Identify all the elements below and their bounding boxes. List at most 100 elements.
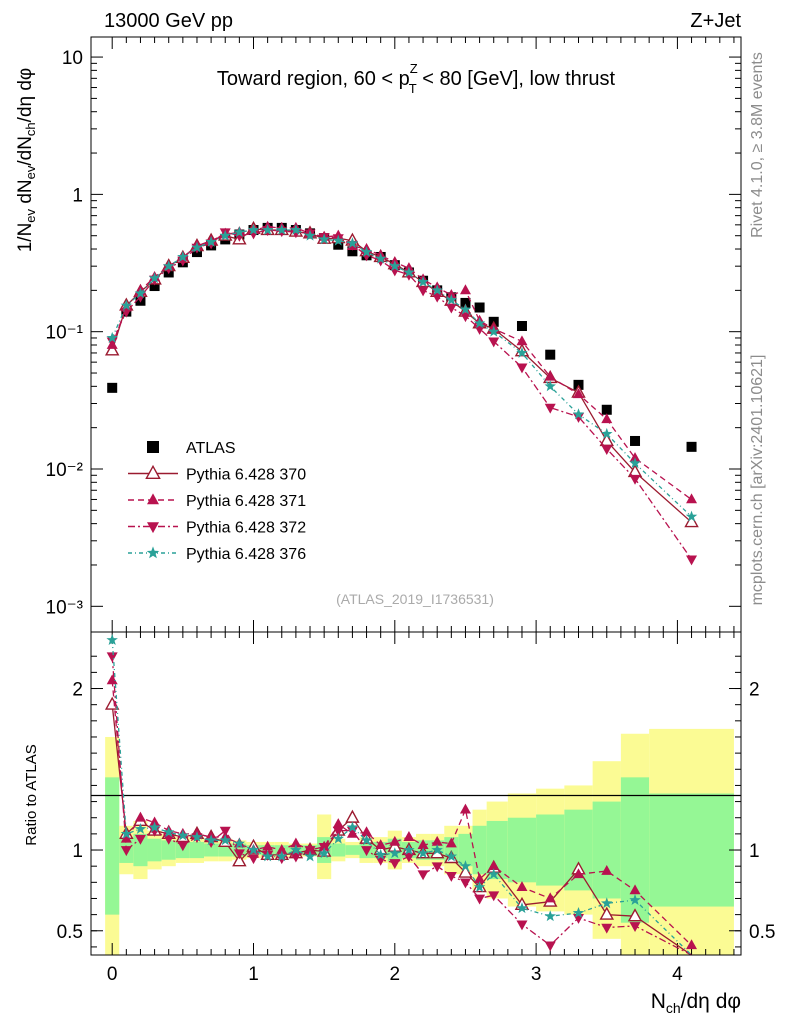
main-y-tick-label: 10⁻² xyxy=(46,460,84,481)
ratio-point xyxy=(177,841,189,852)
ratio-line xyxy=(111,704,692,956)
main-y-tick-label: 1 xyxy=(72,185,83,206)
main-plot-ticks: 10 1 10⁻¹ 10⁻² 10⁻³ xyxy=(46,37,741,632)
ratio-plot-ticks: 2 2 1 1 0.5 0.5 0 1 2 3 4 xyxy=(57,632,775,985)
ratio-point xyxy=(488,868,500,880)
data-point xyxy=(572,408,585,420)
ratio-point xyxy=(417,870,429,881)
main-y-axis-label: 1/Nev dNev/dNch/dη dφ xyxy=(15,68,38,253)
ratio-point xyxy=(233,837,246,849)
ratio-point xyxy=(248,854,259,865)
ratio-y-tick-label-right: 0.5 xyxy=(749,922,775,943)
ratio-point xyxy=(290,852,302,863)
data-point xyxy=(629,474,641,485)
mcplots-citation-label: mcplots.cern.ch [arXiv:2401.10621] xyxy=(749,355,766,606)
data-point xyxy=(601,445,613,455)
data-point xyxy=(417,286,429,297)
ratio-band-green xyxy=(536,814,565,886)
ratio-point xyxy=(459,803,471,814)
data-point xyxy=(403,266,415,278)
ratio-point xyxy=(389,847,401,859)
data-point xyxy=(545,349,556,360)
data-point xyxy=(544,380,556,392)
data-point xyxy=(445,294,458,305)
data-point xyxy=(686,555,698,566)
data-point xyxy=(134,287,147,299)
data-point xyxy=(104,342,120,356)
ratio-point xyxy=(686,939,698,950)
data-point xyxy=(106,331,118,343)
data-point xyxy=(346,237,359,249)
ratio-line xyxy=(111,640,692,956)
data-point xyxy=(601,427,613,439)
data-point xyxy=(573,412,584,423)
ratio-point xyxy=(516,902,528,914)
series-pythia-6-428-376 xyxy=(106,224,698,522)
data-point xyxy=(544,370,556,381)
data-point xyxy=(629,457,641,469)
x-tick-label: 3 xyxy=(531,964,542,985)
ratio-band-green xyxy=(189,841,205,859)
ratio-point xyxy=(445,850,458,862)
data-point xyxy=(333,239,344,250)
ratio-band-green xyxy=(161,840,176,860)
ratio-point xyxy=(629,884,641,895)
ratio-point xyxy=(474,894,486,905)
ratio-point xyxy=(276,843,288,854)
ratio-point xyxy=(332,826,344,837)
ratio-band-green xyxy=(472,825,487,875)
legend-marker xyxy=(147,493,159,505)
ratio-band-green xyxy=(458,833,473,867)
ratio-point xyxy=(219,826,231,837)
data-point xyxy=(686,441,697,452)
ratio-point xyxy=(601,864,613,875)
data-point xyxy=(148,272,161,284)
data-point xyxy=(445,303,457,314)
ratio-point xyxy=(361,846,373,857)
data-point xyxy=(360,246,373,257)
data-point xyxy=(459,303,472,315)
ratio-point xyxy=(219,834,231,846)
ratio-point xyxy=(488,891,500,902)
ratio-point xyxy=(346,821,359,833)
ratio-point xyxy=(120,846,132,857)
plot-title: Toward region, 60 < pZ T < 80 [GeV], low … xyxy=(217,61,616,96)
series-line xyxy=(111,226,692,501)
ratio-point xyxy=(120,827,133,839)
ratio-series-pythia-6-428-371 xyxy=(106,674,698,950)
ratio-point xyxy=(474,873,486,883)
ratio-point xyxy=(544,941,556,952)
header-energy: 13000 GeV pp xyxy=(104,10,233,32)
ratio-point xyxy=(177,829,189,841)
ratio-point xyxy=(290,837,302,848)
legend-label: Pythia 6.428 372 xyxy=(186,520,306,537)
data-point xyxy=(347,246,358,257)
data-point xyxy=(247,224,260,235)
data-point xyxy=(290,224,302,235)
series-line xyxy=(111,229,693,560)
ratio-point xyxy=(205,834,217,846)
data-point xyxy=(318,233,330,245)
data-point xyxy=(544,403,556,414)
ratio-point xyxy=(599,906,614,920)
data-point xyxy=(417,276,429,287)
ratio-point xyxy=(247,844,260,855)
ratio-point xyxy=(459,860,472,872)
data-point xyxy=(219,229,231,241)
main-y-tick-label: 10⁻¹ xyxy=(46,323,84,344)
ratio-plot-series xyxy=(104,634,698,956)
ratio-y-axis-label: Ratio to ATLAS xyxy=(23,744,40,845)
ratio-band-green xyxy=(507,817,537,883)
data-point xyxy=(516,346,528,358)
ratio-point xyxy=(431,835,443,846)
data-point xyxy=(205,235,217,247)
data-point xyxy=(431,292,443,303)
x-tick-label: 2 xyxy=(390,964,401,985)
data-point xyxy=(488,337,500,348)
ratio-point xyxy=(191,831,203,842)
legend-label: Pythia 6.428 370 xyxy=(186,467,306,484)
legend-marker xyxy=(147,441,159,453)
ratio-line xyxy=(111,680,692,946)
data-point xyxy=(516,321,527,332)
